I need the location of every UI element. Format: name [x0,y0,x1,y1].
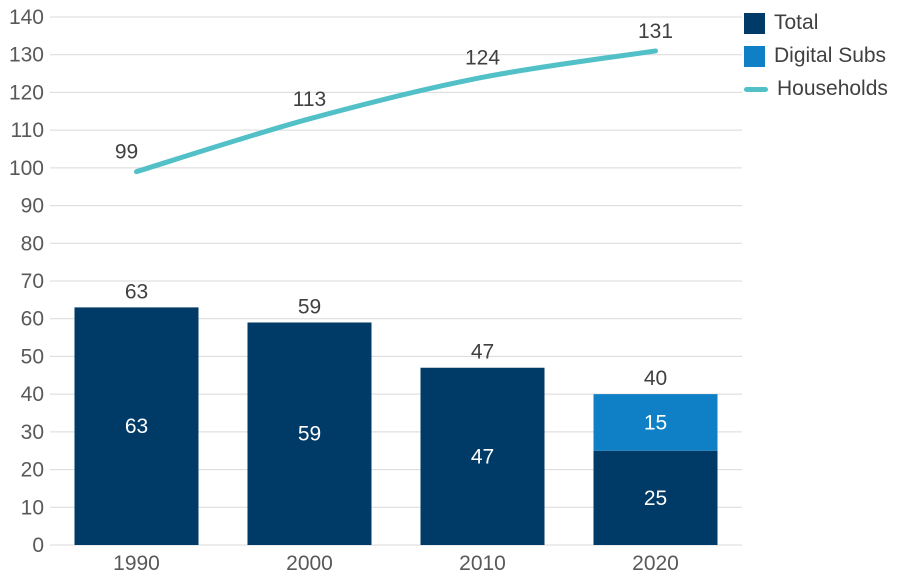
y-tick-label: 90 [21,195,44,218]
bar-total [74,307,199,545]
y-tick-label: 50 [21,345,44,368]
x-tick-label: 2010 [459,552,506,574]
x-tick-label: 1990 [113,552,160,574]
y-tick-label: 10 [21,496,44,519]
households-line [134,48,658,175]
legend-label-households: Households [777,77,888,100]
legend-label-digital-subs: Digital Subs [774,44,887,67]
y-tick-label: 60 [21,308,44,331]
bar-digital-subs [593,394,718,451]
legend-item-total: Total [744,12,888,34]
bar-total-label: 40 [644,367,667,390]
x-tick-label: 2020 [632,552,679,574]
y-tick-label: 140 [9,6,44,29]
bar-total-inside-label: 25 [644,487,667,510]
legend-swatch-digital-subs-icon [744,45,765,67]
bar-total-inside-label: 47 [471,445,494,468]
legend-swatch-households-icon [744,86,768,92]
y-tick-label: 80 [21,232,44,255]
line-point-label: 99 [115,141,138,164]
legend-label-total: Total [774,11,819,34]
legend-item-households: Households [744,78,888,100]
legend: Total Digital Subs Households [744,12,888,100]
line-point-label: 131 [638,20,673,43]
y-tick-label: 40 [21,383,44,406]
x-tick-label: 2000 [286,552,333,574]
y-tick-label: 100 [9,157,44,180]
bar-total [420,367,545,545]
bar-total-inside-label: 59 [298,423,321,446]
y-tick-label: 120 [9,81,44,104]
bar-total [247,322,372,545]
bar-total-label: 63 [125,280,148,303]
y-tick-label: 20 [21,459,44,482]
legend-item-digital-subs: Digital Subs [744,45,888,67]
bar-total-label: 59 [298,295,321,318]
legend-swatch-total-icon [744,12,765,34]
y-tick-label: 130 [9,44,44,67]
line-point-label: 113 [293,88,326,111]
line-point-label: 124 [465,46,500,69]
bar-total-inside-label: 63 [125,415,148,438]
y-tick-label: 30 [21,421,44,444]
y-tick-label: 70 [21,270,44,293]
bar-total-label: 47 [471,341,494,364]
y-tick-label: 0 [32,534,44,557]
y-tick-label: 110 [11,119,44,142]
bar-total [593,450,718,545]
bar-digital-inside-label: 15 [644,411,667,434]
